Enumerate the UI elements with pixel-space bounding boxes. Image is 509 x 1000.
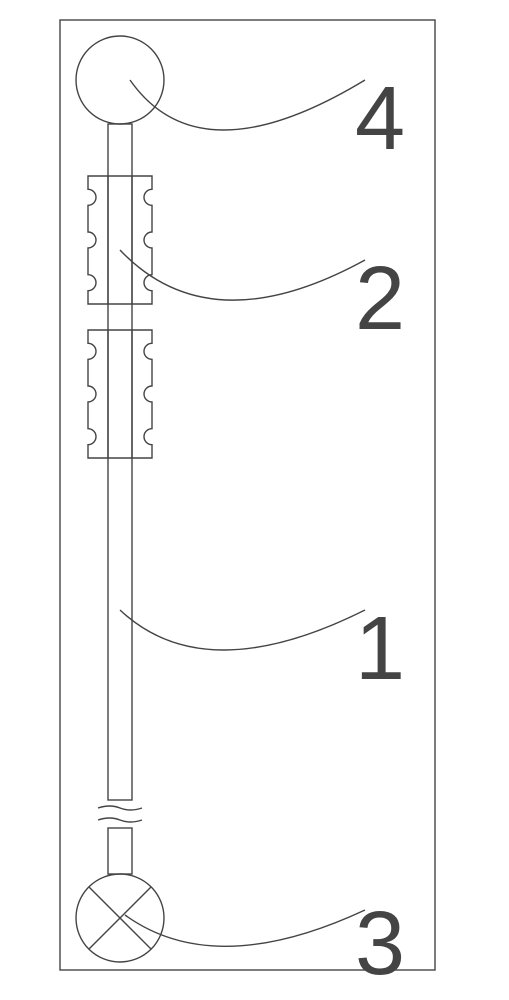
rod-upper	[108, 124, 132, 800]
break-mark	[98, 818, 142, 822]
figure: 4 2 1 3	[0, 0, 509, 1000]
leader-line	[125, 910, 365, 946]
leader-line	[120, 610, 365, 650]
insulator-2	[88, 330, 152, 458]
leader-line	[120, 250, 365, 300]
callout-label: 4	[355, 69, 405, 169]
top-terminal-ball	[76, 36, 164, 124]
callout-label: 2	[355, 249, 405, 349]
break-mark	[98, 806, 142, 810]
leader-line	[130, 80, 365, 130]
callout-label: 3	[355, 894, 405, 994]
insulator-1	[88, 176, 152, 304]
callout-label: 1	[355, 599, 405, 699]
rod-lower	[108, 828, 132, 874]
